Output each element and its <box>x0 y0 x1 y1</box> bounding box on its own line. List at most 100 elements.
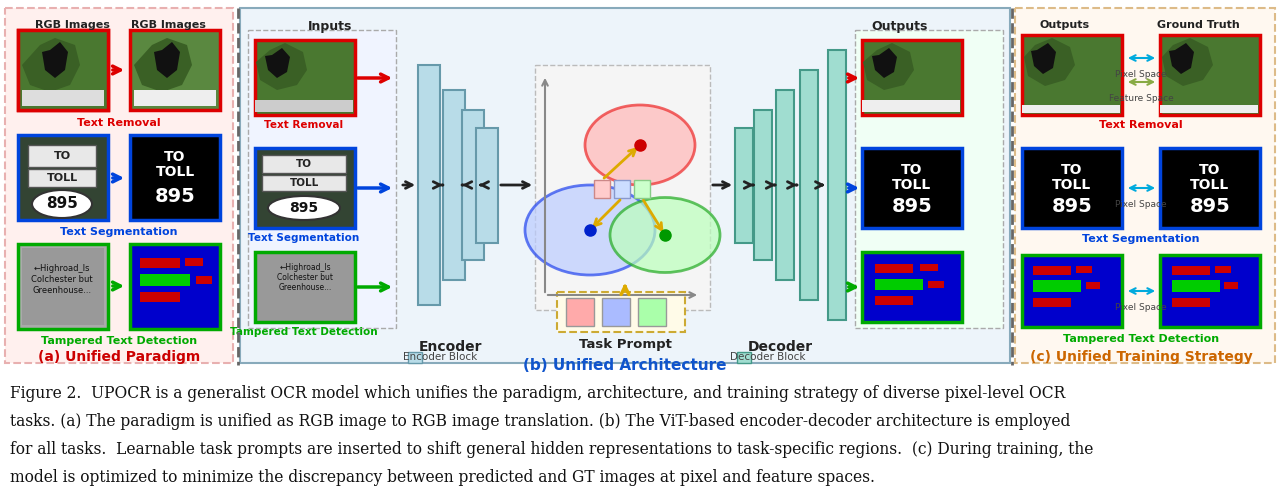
Bar <box>557 292 685 332</box>
Bar <box>131 244 220 329</box>
Bar <box>634 180 650 198</box>
Bar <box>1015 8 1275 363</box>
Bar <box>602 298 630 326</box>
Bar <box>876 264 913 273</box>
Text: Outputs: Outputs <box>1039 20 1091 30</box>
Bar <box>737 352 751 363</box>
Text: TOLL: TOLL <box>46 173 78 183</box>
Bar <box>408 352 422 363</box>
Text: RGB Images: RGB Images <box>131 20 205 30</box>
Bar <box>614 180 630 198</box>
Bar <box>22 90 104 106</box>
Bar <box>1021 105 1120 113</box>
Bar <box>637 298 666 326</box>
Text: Text Segmentation: Text Segmentation <box>248 233 360 243</box>
Polygon shape <box>1030 43 1056 74</box>
Text: Greenhouse...: Greenhouse... <box>32 286 92 295</box>
Polygon shape <box>256 43 307 90</box>
Text: Text Segmentation: Text Segmentation <box>1083 234 1199 244</box>
Bar <box>594 180 611 198</box>
Bar <box>1160 105 1258 113</box>
Polygon shape <box>872 48 897 78</box>
Bar <box>1172 266 1210 275</box>
Text: 895: 895 <box>892 197 932 216</box>
Bar <box>196 276 212 284</box>
Bar <box>861 252 963 322</box>
Text: Inputs: Inputs <box>307 20 352 33</box>
Bar <box>18 244 108 329</box>
Polygon shape <box>1024 38 1075 86</box>
Text: ←Highroad_ls: ←Highroad_ls <box>33 264 91 273</box>
Bar <box>262 155 346 173</box>
Polygon shape <box>863 43 914 90</box>
Text: 895: 895 <box>155 186 196 205</box>
Text: Tampered Text Detection: Tampered Text Detection <box>230 327 378 337</box>
Bar <box>855 30 1004 328</box>
Polygon shape <box>1162 38 1213 86</box>
Text: TO: TO <box>901 163 923 177</box>
Bar <box>1033 266 1071 275</box>
Bar <box>18 135 108 220</box>
Text: TOLL: TOLL <box>155 165 195 179</box>
Bar <box>1033 280 1082 292</box>
Bar <box>861 40 963 115</box>
Text: for all tasks.  Learnable task prompts are inserted to shift general hidden repr: for all tasks. Learnable task prompts ar… <box>10 441 1093 458</box>
Text: TOLL: TOLL <box>892 178 932 192</box>
Text: Colchester but: Colchester but <box>31 275 93 284</box>
Bar <box>443 90 465 280</box>
Bar <box>131 135 220 220</box>
Bar <box>462 110 484 260</box>
Bar <box>1215 266 1231 273</box>
Bar <box>776 90 794 280</box>
Text: Feature Space: Feature Space <box>1108 94 1174 103</box>
Bar <box>262 175 346 191</box>
Text: Text Removal: Text Removal <box>77 118 161 128</box>
Bar <box>28 169 96 187</box>
Text: Text Segmentation: Text Segmentation <box>60 227 178 237</box>
Bar <box>255 252 355 322</box>
Bar <box>535 65 710 310</box>
Bar <box>131 30 220 110</box>
Text: Pixel Space: Pixel Space <box>1115 70 1167 79</box>
Text: Ground Truth: Ground Truth <box>1157 20 1239 30</box>
Polygon shape <box>1169 43 1194 74</box>
Text: 895: 895 <box>46 196 78 211</box>
Polygon shape <box>42 42 68 78</box>
Text: 895: 895 <box>289 201 319 215</box>
Bar <box>735 128 753 243</box>
Text: RGB Images: RGB Images <box>35 20 109 30</box>
Text: TO: TO <box>1199 163 1221 177</box>
Text: (a) Unified Paradigm: (a) Unified Paradigm <box>38 350 200 364</box>
Bar <box>140 274 189 286</box>
Bar <box>1076 266 1092 273</box>
Text: model is optimized to minimize the discrepancy between predicted and GT images a: model is optimized to minimize the discr… <box>10 469 876 486</box>
Bar <box>861 100 960 112</box>
Text: Decoder: Decoder <box>748 340 813 354</box>
Text: TO: TO <box>54 151 70 161</box>
Bar <box>248 30 396 328</box>
Text: (c) Unified Training Strategy: (c) Unified Training Strategy <box>1029 350 1252 364</box>
Ellipse shape <box>32 190 92 218</box>
Text: Figure 2.  UPOCR is a generalist OCR model which unifies the paradigm, architect: Figure 2. UPOCR is a generalist OCR mode… <box>10 385 1065 402</box>
Bar <box>861 148 963 228</box>
Bar <box>1172 280 1220 292</box>
Text: Decoder Block: Decoder Block <box>731 352 805 362</box>
Text: tasks. (a) The paradigm is unified as RGB image to RGB image translation. (b) Th: tasks. (a) The paradigm is unified as RG… <box>10 413 1070 430</box>
Ellipse shape <box>611 197 719 273</box>
Ellipse shape <box>585 105 695 185</box>
Text: Encoder Block: Encoder Block <box>403 352 477 362</box>
Bar <box>5 8 233 363</box>
Bar <box>828 50 846 320</box>
Bar <box>18 30 108 110</box>
Text: TOLL: TOLL <box>289 178 319 188</box>
Bar <box>754 110 772 260</box>
Text: Text Removal: Text Removal <box>265 120 343 130</box>
Polygon shape <box>154 42 180 78</box>
Bar <box>22 248 104 325</box>
Bar <box>18 30 108 110</box>
Bar <box>476 128 498 243</box>
Text: Task Prompt: Task Prompt <box>579 338 672 351</box>
Bar <box>1160 255 1260 327</box>
Bar <box>134 90 216 106</box>
Text: Tampered Text Detection: Tampered Text Detection <box>41 336 197 346</box>
